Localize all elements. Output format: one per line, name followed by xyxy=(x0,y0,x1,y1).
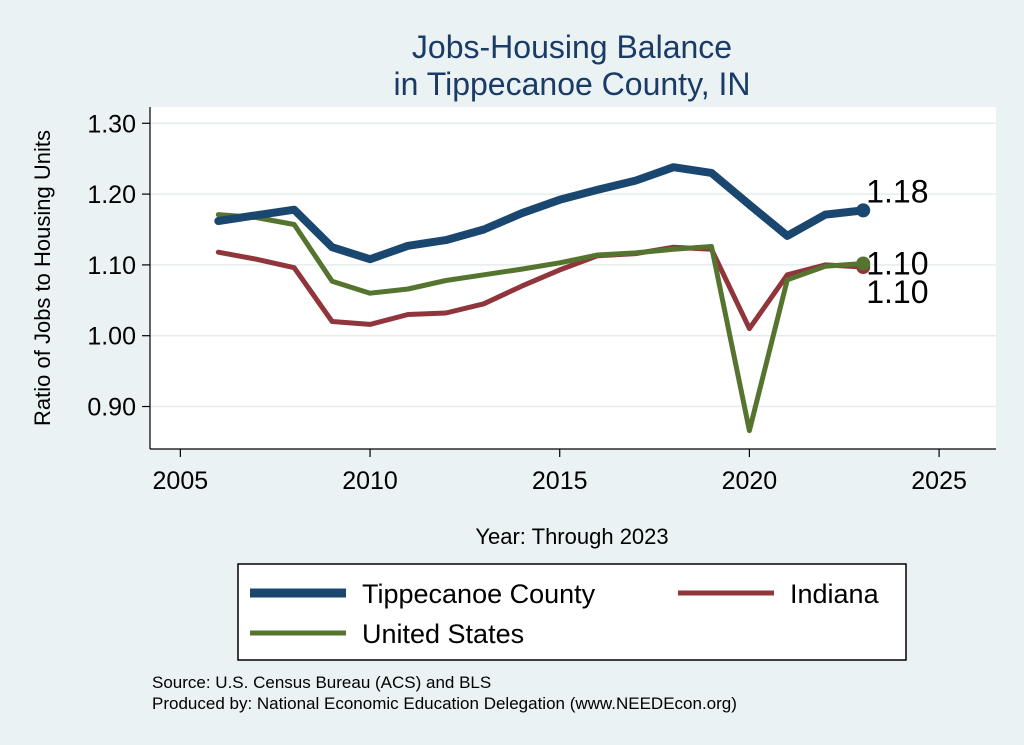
series-lines xyxy=(214,163,871,434)
y-tick-label: 1.00 xyxy=(87,323,136,351)
y-tick-label: 1.10 xyxy=(87,252,136,280)
legend-label-indiana: Indiana xyxy=(790,579,880,609)
legend-label-united-states: United States xyxy=(362,619,524,649)
plot-area xyxy=(150,107,996,449)
producer-note: Produced by: National Economic Education… xyxy=(152,694,737,713)
x-tick-label: 2005 xyxy=(153,467,209,495)
end-label-united-states: 1.10 xyxy=(866,245,928,281)
y-tick-label: 0.90 xyxy=(87,394,136,422)
y-tick-label: 1.20 xyxy=(87,181,136,209)
legend-label-tippecanoe: Tippecanoe County xyxy=(362,579,596,609)
end-labels: 1.18 1.101.10 xyxy=(866,173,928,310)
axes xyxy=(149,107,996,450)
y-axis-label: Ratio of Jobs to Housing Units xyxy=(30,130,55,426)
x-tick-label: 2025 xyxy=(911,467,967,495)
end-marker-tippecanoe-county xyxy=(856,203,871,218)
end-label-tippecanoe-county: 1.18 xyxy=(866,173,928,209)
series-line-united-states xyxy=(215,212,866,434)
end-label-indiana: 1.10 xyxy=(866,274,928,310)
source-note: Source: U.S. Census Bureau (ACS) and BLS xyxy=(152,673,491,692)
chart-title-line-1: Jobs-Housing Balance xyxy=(412,29,732,65)
chart-title-line-2: in Tippecanoe County, IN xyxy=(394,66,751,102)
legend-box xyxy=(237,563,907,661)
y-tick-label: 1.30 xyxy=(87,110,136,138)
x-tick-label: 2015 xyxy=(532,467,588,495)
x-axis-label: Year: Through 2023 xyxy=(475,524,668,549)
x-tick-label: 2010 xyxy=(342,467,398,495)
series-line-indiana xyxy=(215,244,866,332)
legend: Tippecanoe County Indiana United States xyxy=(237,563,907,661)
series-line-tippecanoe-county xyxy=(214,163,868,264)
x-tick-label: 2020 xyxy=(722,467,778,495)
axis-ticks: 0.90 1.00 1.10 1.20 1.30 2005 2010 2015 2020 2025 xyxy=(87,110,967,495)
end-marker-united-states xyxy=(856,256,871,271)
